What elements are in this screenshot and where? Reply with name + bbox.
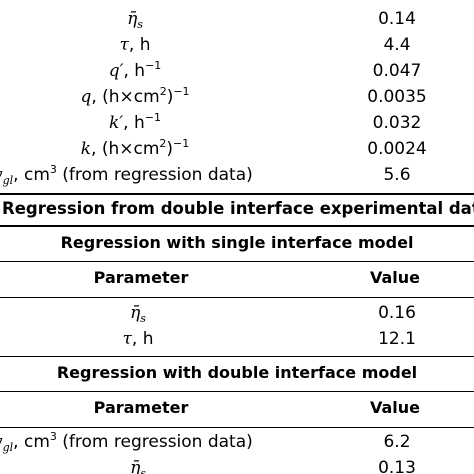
rule-single-title xyxy=(0,261,474,262)
single-param-eta-s: η̄s xyxy=(130,303,146,325)
rule-double-title xyxy=(0,391,474,392)
param-q-prime: q′, h−1 xyxy=(108,59,162,81)
single-model-title: Regression with single interface model xyxy=(60,233,414,252)
rule-double-header xyxy=(0,427,474,428)
single-value-tau: 12.1 xyxy=(378,329,416,349)
param-eta-s: η̄s xyxy=(127,9,143,31)
single-value-eta-s: 0.16 xyxy=(378,303,416,323)
param-v-gl: vgl, cm3 (from regression data) xyxy=(0,163,253,187)
double-model-title: Regression with double interface model xyxy=(56,363,418,382)
param-k-prime: k′, h−1 xyxy=(109,111,161,133)
single-col-parameter: Parameter xyxy=(93,268,189,287)
rule-single-header xyxy=(0,297,474,298)
param-tau: τ, h xyxy=(119,35,151,55)
rule-section-header xyxy=(0,225,474,227)
double-col-value: Value xyxy=(369,398,421,417)
single-col-value: Value xyxy=(369,268,421,287)
param-q: q, (h×cm2)−1 xyxy=(80,85,190,107)
single-param-tau: τ, h xyxy=(122,329,154,349)
value-k: 0.0024 xyxy=(367,139,427,159)
value-k-prime: 0.032 xyxy=(372,113,422,133)
value-q-prime: 0.047 xyxy=(372,61,422,81)
double-value-v-gl: 6.2 xyxy=(383,432,411,452)
value-v-gl: 5.6 xyxy=(383,165,411,185)
rule-single-end xyxy=(0,356,474,357)
param-k: k, (h×cm2)−1 xyxy=(80,137,190,159)
value-tau: 4.4 xyxy=(383,35,411,55)
double-value-eta-s: 0.13 xyxy=(378,458,416,474)
double-col-parameter: Parameter xyxy=(93,398,189,417)
value-q: 0.0035 xyxy=(367,87,427,107)
value-eta-s: 0.14 xyxy=(378,9,416,29)
double-param-eta-s: η̄s xyxy=(130,458,146,474)
section-header: Regression from double interface experim… xyxy=(2,199,474,218)
double-param-v-gl: vgl, cm3 (from regression data) xyxy=(0,430,253,454)
rule-top-block-end xyxy=(0,193,474,195)
